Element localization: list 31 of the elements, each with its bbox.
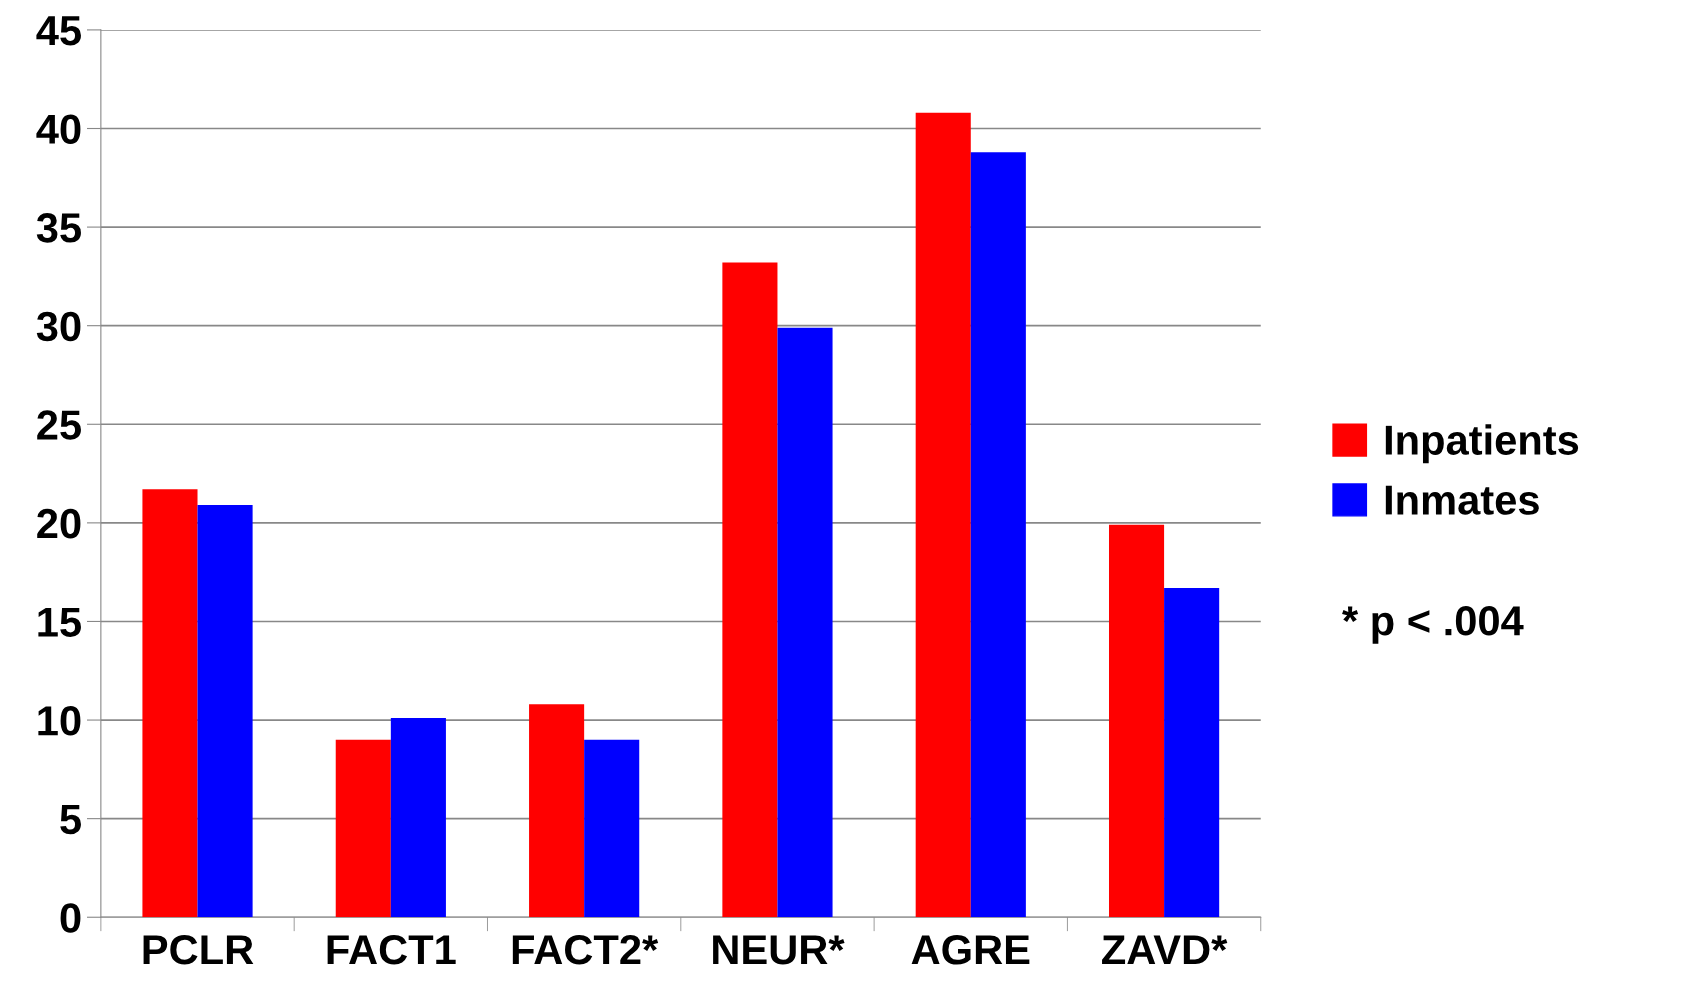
- y-tick-label: 0: [60, 903, 81, 933]
- bar: [584, 739, 640, 918]
- y-tick-label: 15: [38, 607, 81, 637]
- bar: [722, 262, 778, 918]
- bar: [142, 489, 198, 918]
- bar: [777, 327, 833, 918]
- legend-label: Inmates: [1385, 485, 1539, 515]
- y-tick-label: 5: [60, 805, 81, 835]
- y-tick-label: 40: [36, 114, 81, 145]
- y-tick-label: 35: [36, 213, 81, 243]
- legend-label: Inpatients: [1385, 424, 1579, 464]
- x-tick-label: FACT1: [327, 935, 456, 965]
- bar: [390, 718, 446, 918]
- bar: [335, 739, 391, 918]
- y-tick-label: 30: [36, 311, 81, 342]
- y-tick-label: 10: [38, 706, 81, 736]
- bar: [197, 505, 253, 918]
- y-tick-label: 45: [36, 16, 81, 46]
- x-tick-label: ZAVD*: [1102, 935, 1228, 965]
- text: * p < .004: [1342, 606, 1524, 644]
- bar: [1109, 524, 1165, 918]
- x-tick-label: NEUR*: [713, 935, 845, 965]
- y-tick-label: 20: [37, 508, 81, 539]
- bar: [915, 112, 971, 918]
- y-tick-label: 25: [37, 410, 81, 440]
- x-tick-label: FACT2*: [512, 935, 659, 965]
- bar: [970, 152, 1026, 918]
- x-tick-label: PCLR: [143, 935, 254, 965]
- x-tick-label: AGRE: [911, 935, 1030, 965]
- bar: [1164, 587, 1220, 918]
- bar: [529, 704, 585, 918]
